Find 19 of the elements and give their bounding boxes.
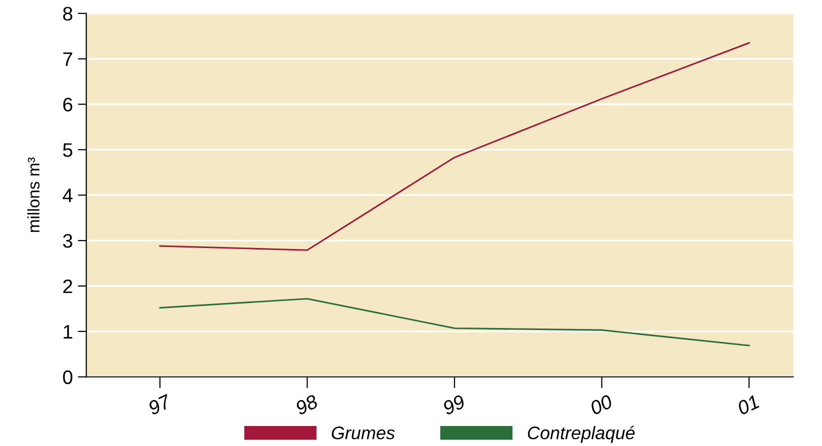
x-tick-label: 00: [589, 394, 614, 416]
y-tick-label: 2: [63, 279, 72, 294]
line-series: [159, 42, 750, 251]
y-tick-label: 5: [63, 143, 72, 157]
x-tick-label: 01: [736, 394, 760, 416]
x-tick-label: 97: [147, 394, 172, 416]
legend-label: Contreplaqué: [528, 426, 635, 443]
y-tick-label: 6: [63, 98, 72, 112]
x-tick-label: 99: [442, 394, 466, 416]
y-tick-label: 1: [64, 325, 72, 338]
y-tick-label: 3: [63, 234, 72, 248]
x-tick-label: 98: [294, 394, 320, 416]
y-tick-label: 4: [62, 188, 73, 202]
line-series: [159, 298, 750, 346]
y-tick-label: 0: [63, 370, 72, 384]
y-axis-title: millons m³: [27, 157, 40, 232]
y-tick-label: 8: [63, 6, 72, 21]
y-tick-label: 7: [63, 52, 72, 66]
legend-label: Grumes: [332, 426, 395, 440]
